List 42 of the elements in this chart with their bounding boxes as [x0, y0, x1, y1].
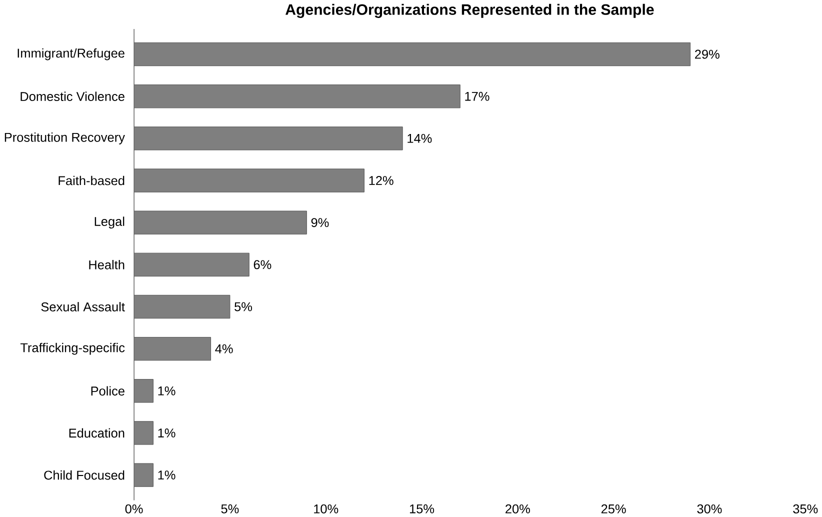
bar [134, 126, 403, 150]
bar [134, 252, 250, 276]
bar [134, 168, 364, 192]
bar [134, 421, 154, 445]
bar [134, 84, 460, 108]
data-label: 12% [369, 176, 394, 185]
x-tick-label: 35% [793, 504, 818, 514]
y-tick-label: Education [69, 428, 124, 438]
y-tick-label: Police [91, 386, 124, 396]
data-label: 29% [695, 50, 720, 59]
data-label: 1% [158, 470, 176, 480]
x-tick-label: 5% [221, 504, 239, 514]
chart-title: Agencies/Organizations Represented in the Sample [286, 4, 654, 18]
bar [134, 294, 230, 318]
x-tick-label: 0% [125, 504, 143, 514]
x-tick-label: 10% [314, 504, 338, 514]
y-tick-label: Health [89, 260, 124, 270]
y-tick-label: Domestic Violence [20, 92, 124, 101]
data-label: 6% [254, 260, 272, 270]
y-tick-label: Trafficking-specific [20, 342, 125, 355]
data-label: 5% [234, 302, 252, 312]
x-tick-label: 25% [601, 504, 626, 514]
bar [134, 378, 154, 403]
data-label: 17% [465, 92, 490, 101]
x-tick-label: 30% [697, 504, 722, 514]
data-label: 14% [408, 134, 432, 143]
y-tick-label: Sexual Assault [41, 302, 125, 312]
y-tick-label: Faith-based [58, 176, 124, 186]
y-tick-label: Prostitution Recovery [4, 132, 125, 144]
data-label: 1% [158, 386, 176, 396]
data-label: 4% [215, 344, 233, 354]
data-label: 9% [311, 218, 329, 227]
bar [134, 210, 307, 234]
bar [134, 463, 154, 487]
x-tick-label: 20% [506, 504, 530, 514]
y-tick-label: Legal [94, 216, 124, 228]
bar [134, 336, 212, 361]
bar [134, 42, 691, 66]
x-tick-label: 15% [410, 504, 434, 514]
y-tick-label: Immigrant/Refugee [18, 48, 124, 60]
y-tick-label: Child Focused [44, 470, 124, 480]
data-label: 1% [158, 428, 176, 438]
